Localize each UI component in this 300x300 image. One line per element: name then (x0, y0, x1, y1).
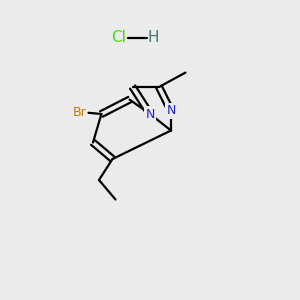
Text: N: N (145, 107, 155, 121)
Text: H: H (147, 30, 159, 45)
Text: Br: Br (73, 106, 86, 119)
Text: Cl: Cl (111, 30, 126, 45)
Text: N: N (166, 104, 176, 118)
